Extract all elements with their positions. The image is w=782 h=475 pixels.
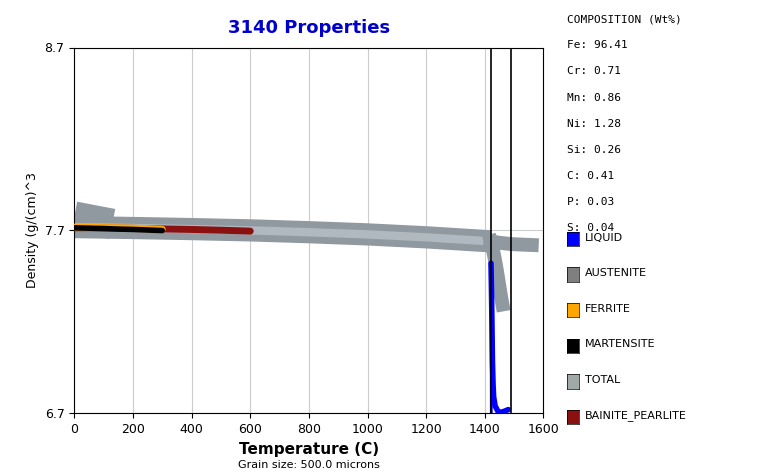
Text: P: 0.03: P: 0.03 — [567, 197, 614, 207]
Text: TOTAL: TOTAL — [585, 375, 620, 385]
Text: MARTENSITE: MARTENSITE — [585, 339, 655, 350]
Text: 3140 Properties: 3140 Properties — [228, 19, 390, 37]
Text: Si: 0.26: Si: 0.26 — [567, 145, 621, 155]
X-axis label: Temperature (C): Temperature (C) — [239, 442, 379, 456]
Text: Cr: 0.71: Cr: 0.71 — [567, 66, 621, 76]
Text: COMPOSITION (Wt%): COMPOSITION (Wt%) — [567, 14, 682, 24]
Text: C: 0.41: C: 0.41 — [567, 171, 614, 181]
Y-axis label: Density (g/(cm)^3: Density (g/(cm)^3 — [26, 172, 39, 288]
Text: FERRITE: FERRITE — [585, 304, 631, 314]
Text: Ni: 1.28: Ni: 1.28 — [567, 119, 621, 129]
Text: BAINITE_PEARLITE: BAINITE_PEARLITE — [585, 410, 687, 421]
Text: LIQUID: LIQUID — [585, 232, 623, 243]
Text: Grain size: 500.0 microns: Grain size: 500.0 microns — [238, 460, 380, 470]
Text: Fe: 96.41: Fe: 96.41 — [567, 40, 628, 50]
Text: AUSTENITE: AUSTENITE — [585, 268, 647, 278]
Text: S: 0.04: S: 0.04 — [567, 223, 614, 233]
Text: Mn: 0.86: Mn: 0.86 — [567, 93, 621, 103]
